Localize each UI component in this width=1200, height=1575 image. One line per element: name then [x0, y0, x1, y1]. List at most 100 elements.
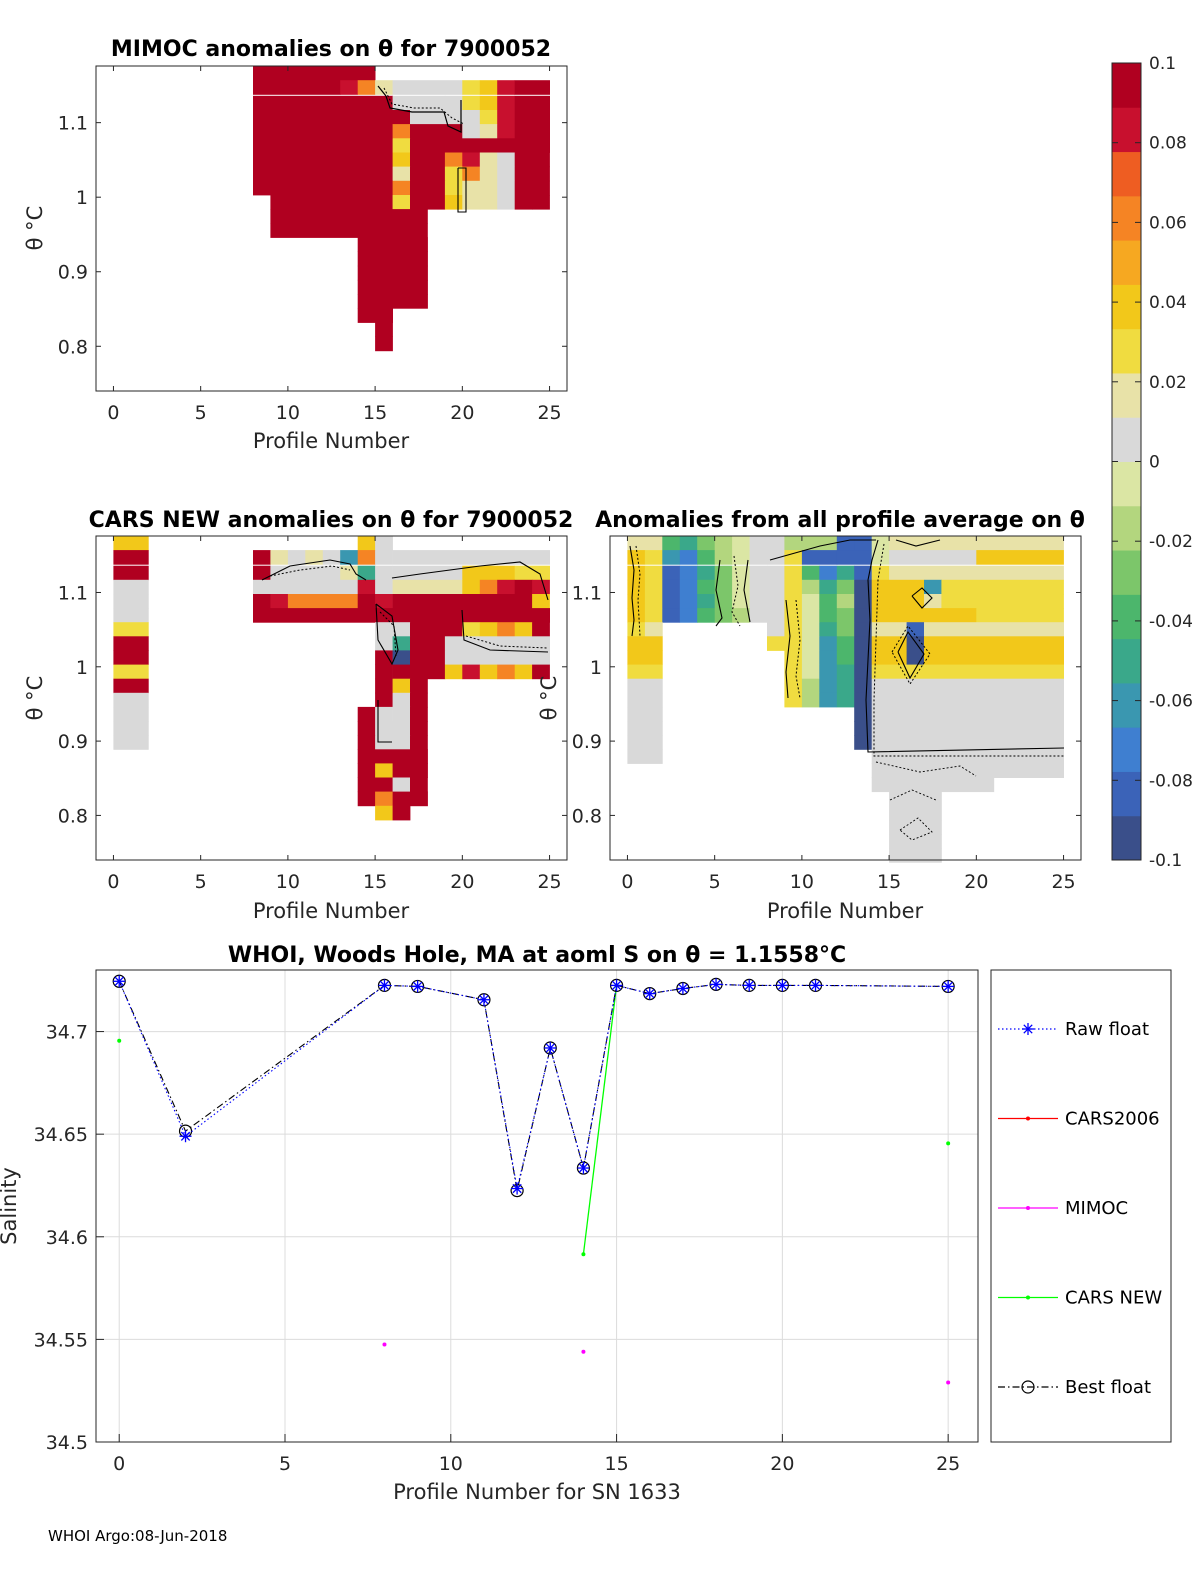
raw-float-point-11 — [710, 978, 723, 991]
x-tick-label: 25 — [936, 1453, 960, 1475]
heat-cell-1-2 — [357, 80, 376, 95]
heat-cell-11-1 — [375, 692, 393, 708]
x-tick-label: 10 — [276, 402, 300, 424]
colorbar-tick-label: 0.04 — [1149, 293, 1187, 313]
heat-cell-4-14 — [871, 594, 890, 609]
heat-cell-5-16 — [976, 608, 1064, 623]
heat-cell-1-2 — [662, 550, 681, 565]
heat-cell-4-16 — [924, 594, 942, 609]
heat-cell-3-2 — [270, 579, 358, 595]
heat-cell-2-5 — [497, 95, 515, 111]
heat-cell-1-3 — [679, 550, 698, 565]
heat-cell-12-2 — [871, 706, 1064, 722]
heat-cell-13-2 — [375, 721, 411, 736]
marker-stroke — [1023, 1024, 1033, 1034]
heat-cell-2-8 — [462, 565, 481, 581]
heat-cell-18-1 — [375, 791, 393, 807]
profile-average-x-ticks: 0 5 10 15 20 25 — [621, 536, 1076, 893]
heat-cell-3-4 — [479, 110, 498, 125]
colorbar-band — [1112, 771, 1141, 817]
heat-cell-8-8 — [924, 650, 1064, 665]
mimoc-y-ticks: 0.8 0.9 1 1.1 — [58, 113, 567, 358]
heat-cell-5-9 — [784, 608, 803, 623]
salinity-axes-box — [95, 969, 979, 1443]
heat-cell-9-6 — [479, 664, 498, 680]
heat-cell-10-1 — [375, 678, 393, 694]
heat-cell-4-4 — [697, 594, 715, 609]
heat-cell-7-5 — [479, 166, 498, 182]
y-tick-label: 34.55 — [34, 1329, 88, 1351]
heat-cell-8-5 — [462, 650, 481, 665]
y-tick-label: 34.6 — [46, 1227, 88, 1249]
heat-cell-16-0 — [357, 763, 376, 778]
heat-cell-10-0 — [627, 678, 663, 694]
y-tick-label: 0.9 — [58, 731, 88, 753]
heat-cell-11-0 — [270, 223, 428, 238]
heat-cell-4-10 — [801, 594, 820, 609]
marker-stroke — [578, 1163, 589, 1173]
heat-cell-8-6 — [871, 650, 907, 665]
marker-stroke — [711, 979, 721, 990]
heat-cell-2-9 — [784, 565, 803, 581]
heat-cell-0-1 — [357, 536, 376, 551]
heat-cell-2-10 — [497, 565, 515, 581]
colorbar-tick-label: 0.06 — [1149, 213, 1187, 233]
heat-cell-7-0 — [253, 166, 393, 182]
heat-cell-0-5 — [732, 536, 750, 551]
heat-cell-4-12 — [836, 594, 855, 609]
heat-cell-1-5 — [462, 80, 481, 95]
heat-cell-2-0 — [627, 565, 646, 581]
heat-cell-8-2 — [410, 180, 446, 196]
heat-cell-5-7 — [749, 608, 768, 623]
heat-cell-13-0 — [357, 251, 428, 267]
cars-new-y-label: θ °C — [23, 676, 47, 721]
y-tick-label: 34.5 — [46, 1432, 88, 1454]
legend-marker-best-float — [1021, 1380, 1035, 1394]
heat-cell-18-0 — [357, 791, 376, 807]
profile-average-y-ticks: 0.8 0.9 1 1.1 — [572, 582, 1081, 827]
colorbar-tick-label: -0.06 — [1149, 692, 1193, 712]
heat-cell-0-3 — [697, 536, 715, 551]
heat-cell-4-7 — [749, 594, 768, 609]
heat-cell-5-1 — [253, 608, 393, 623]
heat-cell-3-8 — [767, 579, 785, 595]
heat-cell-14-0 — [357, 265, 428, 281]
heat-cell-12-2 — [375, 706, 393, 722]
heat-cell-2-3 — [462, 95, 481, 111]
heat-cell-11-1 — [784, 692, 803, 708]
heat-cell-0-0 — [627, 536, 663, 551]
heat-cell-3-3 — [357, 579, 376, 595]
heat-cell-19-0 — [375, 805, 393, 821]
heat-cell-6-9 — [906, 622, 925, 637]
heat-cell-13-3 — [410, 721, 428, 736]
heat-cell-9-8 — [532, 195, 550, 210]
heat-cell-3-4 — [375, 579, 393, 595]
heat-cell-1-4 — [305, 550, 324, 565]
heat-cell-6-8 — [532, 622, 550, 637]
heat-cell-4-4 — [479, 124, 498, 139]
raw-float-point-9 — [643, 987, 656, 1000]
heat-cell-9-4 — [836, 664, 855, 680]
heat-cell-9-3 — [410, 664, 446, 680]
heat-cell-6-1 — [392, 152, 411, 168]
heat-cell-4-1 — [253, 594, 271, 609]
x-tick-label: 25 — [537, 871, 561, 893]
colorbar-band — [1112, 240, 1141, 285]
salinity-series — [112, 974, 955, 1385]
heat-cell-2-15 — [889, 565, 1064, 581]
heat-cell-3-17 — [941, 579, 1064, 595]
heat-cell-18-2 — [392, 791, 428, 807]
heat-cell-9-0 — [270, 195, 393, 210]
heat-cell-0-9 — [836, 536, 855, 551]
heat-cell-9-7 — [497, 664, 515, 680]
heat-cell-8-4 — [444, 650, 463, 665]
heat-cell-11-4 — [836, 692, 855, 708]
y-tick-label: 1.1 — [58, 582, 88, 604]
salinity-grid — [96, 970, 978, 1443]
heat-cell-7-4 — [819, 636, 838, 651]
heat-cell-18-0 — [889, 791, 942, 807]
cars-new-point-3 — [946, 1141, 951, 1146]
heat-cell-4-6 — [392, 594, 533, 609]
colorbar-tick-label: 0.08 — [1149, 134, 1187, 154]
raw-float-line — [118, 981, 949, 1189]
